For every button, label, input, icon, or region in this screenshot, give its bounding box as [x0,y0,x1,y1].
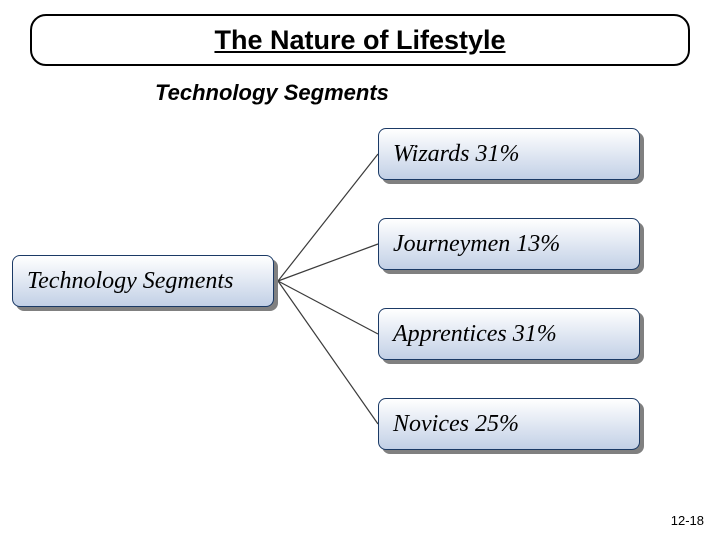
root-node: Technology Segments [12,255,274,307]
leaf-node: Wizards 31% [378,128,640,180]
leaf-label: Novices 25% [393,411,519,438]
leaf-node: Journeymen 13% [378,218,640,270]
root-label: Technology Segments [27,268,233,295]
box-face: Journeymen 13% [378,218,640,270]
page-title: The Nature of Lifestyle [214,25,505,56]
box-face: Technology Segments [12,255,274,307]
box-face: Novices 25% [378,398,640,450]
box-face: Apprentices 31% [378,308,640,360]
subtitle: Technology Segments [155,80,389,106]
leaf-label: Apprentices 31% [393,321,557,348]
title-box: The Nature of Lifestyle [30,14,690,66]
leaf-label: Journeymen 13% [393,231,560,258]
page-number: 12-18 [671,513,704,528]
box-face: Wizards 31% [378,128,640,180]
leaf-label: Wizards 31% [393,141,519,168]
leaf-node: Apprentices 31% [378,308,640,360]
leaf-node: Novices 25% [378,398,640,450]
